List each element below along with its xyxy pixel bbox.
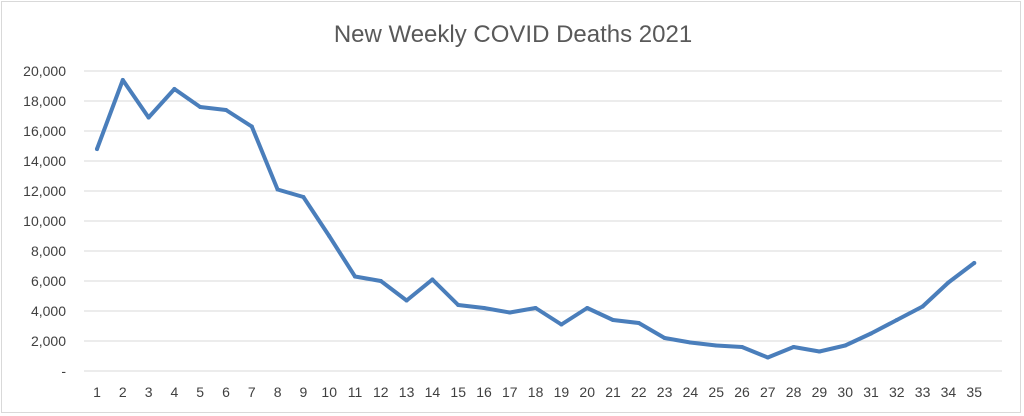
y-tick-label: 14,000 <box>23 153 66 169</box>
x-tick-label: 26 <box>734 384 750 400</box>
data-point <box>585 306 590 310</box>
y-tick-label: 8,000 <box>31 243 66 259</box>
data-point <box>95 147 99 151</box>
x-tick-label: 5 <box>196 384 204 400</box>
data-point <box>559 322 564 327</box>
data-point <box>172 87 177 91</box>
data-point <box>430 277 435 282</box>
data-point <box>249 124 254 129</box>
data-point <box>456 303 461 307</box>
x-tick-label: 24 <box>683 384 699 400</box>
x-tick-label: 2 <box>119 384 127 400</box>
x-tick-label: 25 <box>708 384 724 400</box>
x-tick-label: 21 <box>605 384 621 400</box>
y-tick-label: 10,000 <box>23 213 66 229</box>
x-tick-label: 11 <box>348 384 363 400</box>
data-point <box>378 279 383 283</box>
x-tick-label: 22 <box>631 384 647 400</box>
x-tick-label: 19 <box>554 384 570 400</box>
data-point <box>740 345 744 349</box>
x-tick-label: 15 <box>450 384 466 400</box>
y-tick-label: 2,000 <box>31 333 66 349</box>
chart-title: New Weekly COVID Deaths 2021 <box>334 21 692 48</box>
data-point <box>482 306 486 310</box>
series-layer <box>95 78 977 360</box>
data-point <box>894 318 899 322</box>
data-point <box>224 108 228 112</box>
x-tick-label: 7 <box>248 384 256 400</box>
data-point <box>275 187 280 192</box>
x-tick-label: 34 <box>941 384 957 400</box>
x-tick-label: 4 <box>171 384 179 400</box>
y-tick-label: 18,000 <box>23 93 66 109</box>
x-tick-label: 31 <box>863 384 879 400</box>
x-tick-label: 20 <box>579 384 595 400</box>
x-tick-label: 8 <box>274 384 282 400</box>
y-tick-label: 4,000 <box>31 303 66 319</box>
data-point <box>636 321 641 325</box>
y-tick-label: 16,000 <box>23 123 66 139</box>
data-point <box>120 78 125 82</box>
x-tick-label: 10 <box>321 384 337 400</box>
y-tick-label: 12,000 <box>23 183 66 199</box>
x-tick-label: 18 <box>528 384 544 400</box>
data-point <box>301 195 306 199</box>
x-axis-tick-labels: 1 2 3 4 5 6 7 8 9 10 11 12 13 14 15 16 17 18 19 20 21 22 23 24 2… <box>93 384 982 400</box>
data-point <box>714 343 719 348</box>
x-tick-label: 29 <box>812 384 828 400</box>
data-point <box>817 349 822 354</box>
data-point <box>611 318 615 322</box>
x-tick-label: 28 <box>786 384 802 400</box>
data-point <box>353 274 357 279</box>
x-tick-label: 16 <box>476 384 492 400</box>
x-tick-label: 32 <box>889 384 905 400</box>
data-point <box>327 234 332 238</box>
x-tick-label: 12 <box>373 384 389 400</box>
y-tick-label: - <box>61 363 66 379</box>
x-tick-label: 35 <box>966 384 982 400</box>
x-tick-label: 17 <box>502 384 518 400</box>
data-point <box>688 340 693 345</box>
x-tick-label: 3 <box>145 384 153 400</box>
gridlines <box>84 70 1002 372</box>
y-axis-tick-labels: - 2,000 4,000 6,000 8,000 10,000 12,000 14,000 1… <box>23 63 66 379</box>
data-point <box>146 115 151 120</box>
data-point <box>920 304 925 309</box>
x-tick-label: 9 <box>300 384 308 400</box>
data-point <box>662 336 667 340</box>
y-tick-label: 6,000 <box>31 273 66 289</box>
x-tick-label: 1 <box>93 384 101 400</box>
data-point <box>946 280 951 285</box>
x-tick-label: 14 <box>425 384 441 400</box>
data-point <box>869 331 873 336</box>
x-tick-label: 23 <box>657 384 673 400</box>
x-tick-label: 6 <box>222 384 230 400</box>
data-point <box>507 310 512 315</box>
series-line <box>95 78 977 360</box>
x-tick-label: 30 <box>837 384 853 400</box>
data-point <box>972 261 977 265</box>
y-tick-label: 20,000 <box>23 63 66 79</box>
data-point <box>533 306 538 310</box>
data-point <box>765 355 770 360</box>
data-point <box>198 105 203 109</box>
x-tick-label: 27 <box>760 384 776 400</box>
x-tick-label: 33 <box>915 384 931 400</box>
data-point <box>791 345 796 349</box>
x-tick-label: 13 <box>399 384 415 400</box>
data-point <box>843 343 848 348</box>
data-point <box>404 298 409 303</box>
